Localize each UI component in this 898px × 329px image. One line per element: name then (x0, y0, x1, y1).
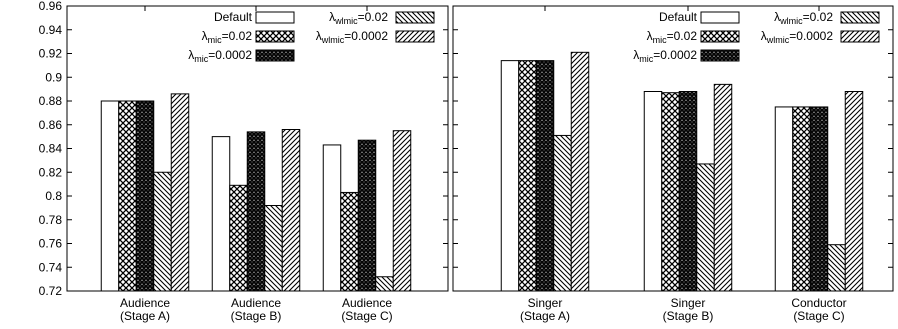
right-chart-panel: Singer(Stage A)Singer(Stage B)Conductor(… (452, 5, 894, 323)
legend-swatch (840, 11, 880, 24)
bar (678, 91, 698, 292)
legend-label: λwlmic=0.0002 (316, 29, 389, 45)
y-tick-label: 0.82 (39, 165, 63, 179)
legend-label: Default (659, 10, 698, 24)
x-tick-label: Singer (528, 296, 563, 310)
bar (340, 191, 359, 292)
bar (774, 106, 794, 292)
legend-label: λmic=0.0002 (188, 48, 252, 64)
bar (135, 100, 155, 292)
bar (570, 51, 590, 292)
bar (643, 91, 663, 292)
bar (281, 129, 301, 292)
bar (809, 106, 829, 292)
bar (357, 139, 377, 292)
bar (375, 276, 394, 292)
legend-label: λwlmic=0.0002 (761, 29, 834, 45)
bar (518, 60, 537, 292)
y-tick-label: 0.78 (39, 213, 63, 227)
y-tick-label: 0.88 (39, 94, 63, 108)
bar (661, 92, 680, 292)
y-tick-label: 0.86 (39, 118, 63, 132)
x-tick-label: (Stage C) (341, 309, 392, 323)
bar (100, 100, 120, 292)
bar (500, 60, 520, 292)
legend-label: λwlmic=0.02 (329, 10, 388, 26)
legend-label: Default (214, 10, 253, 24)
y-tick-label: 0.74 (39, 260, 63, 274)
bar (792, 106, 811, 292)
x-tick-label: Conductor (791, 296, 846, 310)
bar (170, 93, 190, 292)
y-tick-label: 0.96 (39, 0, 63, 13)
x-tick-label: (Stage C) (793, 309, 844, 323)
y-tick-label: 0.72 (39, 284, 63, 298)
x-tick-label: (Stage A) (520, 309, 570, 323)
legend-swatch (840, 30, 880, 43)
y-tick-label: 0.94 (39, 23, 63, 37)
legend-label: λmic=0.02 (202, 29, 253, 45)
legend-swatch (255, 30, 295, 43)
bar (844, 91, 864, 292)
legend-swatch (700, 30, 740, 43)
x-tick-label: Audience (342, 296, 392, 310)
legend-swatch (395, 30, 435, 43)
bar (392, 130, 412, 292)
legend-label: λmic=0.02 (647, 29, 698, 45)
x-tick-label: (Stage B) (663, 309, 714, 323)
bar (264, 205, 283, 292)
x-tick-label: (Stage B) (231, 309, 282, 323)
legend-label: λwlmic=0.02 (774, 10, 833, 26)
bar (696, 163, 715, 292)
legend-swatch (700, 11, 740, 24)
legend-swatch (255, 11, 295, 24)
legend-swatch (700, 49, 740, 62)
bar (211, 136, 231, 292)
bar (535, 60, 555, 292)
bar (246, 131, 266, 292)
bar (553, 134, 572, 292)
legend-swatch (255, 49, 295, 62)
y-tick-label: 0.92 (39, 47, 63, 61)
bar (153, 171, 172, 292)
legend-swatch (395, 11, 435, 24)
y-tick-label: 0.76 (39, 237, 63, 251)
legend-label: λmic=0.0002 (633, 48, 697, 64)
bar (713, 83, 733, 292)
left-chart-panel: 0.72 0.74 0.76 0.78 0.8 0.82 0.84 0.86 0.88 0.9 0.… (39, 0, 449, 323)
bar (827, 244, 846, 292)
y-tick-label: 0.8 (45, 189, 62, 203)
y-tick-label: 0.9 (45, 70, 62, 84)
bar (229, 184, 248, 292)
x-tick-label: Audience (120, 296, 170, 310)
y-tick-label: 0.84 (39, 142, 63, 156)
x-tick-label: Singer (671, 296, 706, 310)
x-tick-label: (Stage A) (120, 309, 170, 323)
bar (322, 144, 342, 292)
bar (118, 100, 137, 292)
x-tick-label: Audience (231, 296, 281, 310)
